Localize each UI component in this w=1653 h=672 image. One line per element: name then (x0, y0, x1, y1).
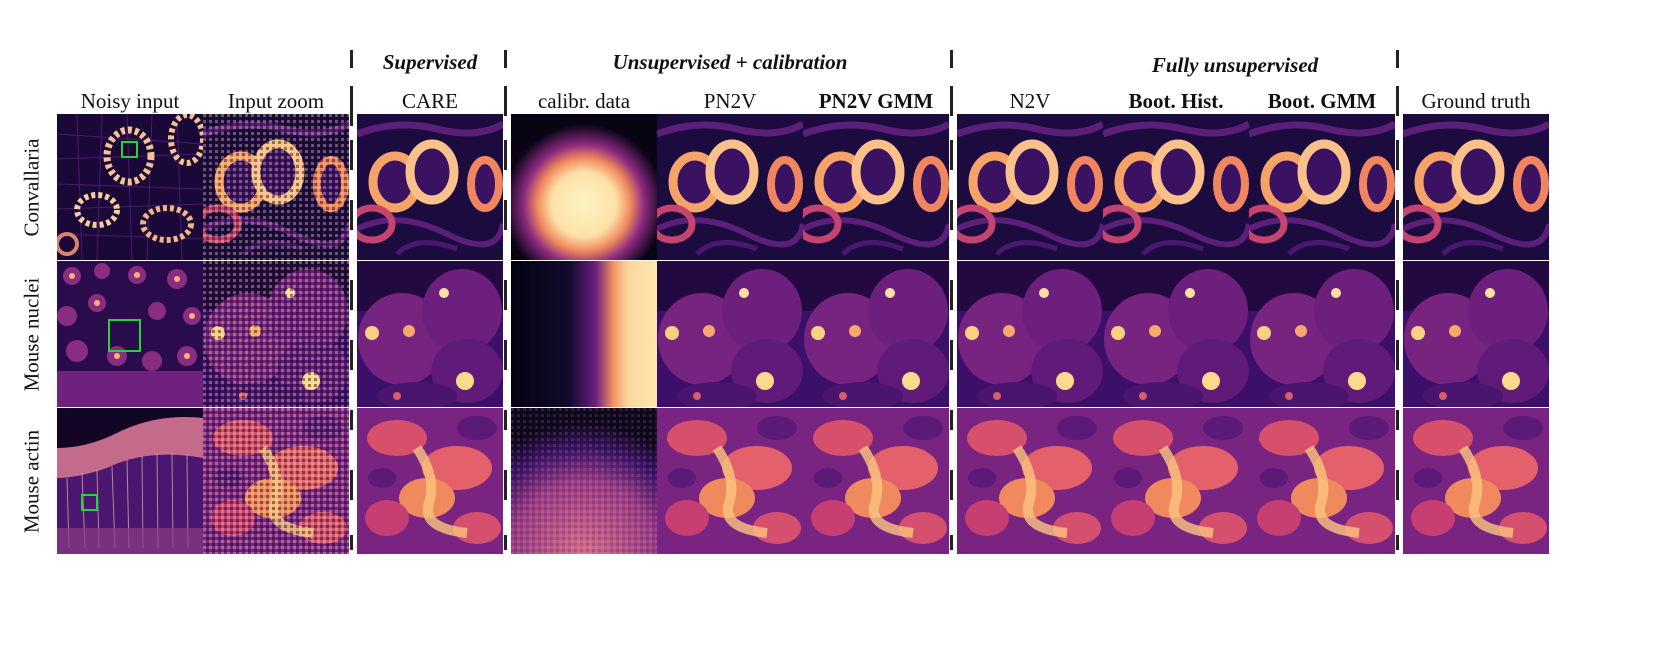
convallaria-boot-gmm-image (1249, 114, 1395, 260)
col-label-input-zoom: Input zoom (227, 89, 325, 113)
mouse-actin-boot-hist-image (1103, 408, 1249, 554)
row-label-mouse-nuclei: Mouse nuclei (19, 277, 44, 392)
col-label-pn2v: PN2V (703, 89, 757, 113)
mouse-actin-pn2v-gmm-image (803, 408, 949, 554)
col-label-n2v: N2V (1009, 89, 1051, 113)
col-label-ground-truth: Ground truth (1421, 89, 1531, 113)
convallaria-ground-truth-image (1403, 114, 1549, 260)
separator-4 (1396, 50, 1399, 550)
group-title-unsupervised-calibration: Unsupervised + calibration (612, 50, 848, 74)
convallaria-calibr-data-image (511, 114, 657, 260)
mouse-nuclei-ground-truth-image (1403, 261, 1549, 407)
convallaria-pn2v-image (657, 114, 803, 260)
mouse-nuclei-care-image (357, 261, 503, 407)
convallaria-input-zoom-image (203, 114, 349, 260)
mouse-actin-care-image (357, 408, 503, 554)
roi-box (108, 319, 141, 352)
mouse-actin-calibr-data-image (511, 408, 657, 554)
roi-box (121, 141, 138, 158)
mouse-actin-noisy-input-image (57, 408, 203, 554)
mouse-actin-ground-truth-image (1403, 408, 1549, 554)
separator-2 (504, 50, 507, 550)
col-label-calibr-data: calibr. data (537, 89, 631, 113)
col-label-boot-hist: Boot. Hist. (1128, 89, 1224, 113)
mouse-nuclei-input-zoom-image (203, 261, 349, 407)
col-label-boot-gmm: Boot. GMM (1267, 89, 1377, 113)
mouse-nuclei-n2v-image (957, 261, 1103, 407)
mouse-nuclei-noisy-input-image (57, 261, 203, 407)
col-label-noisy-input: Noisy input (80, 89, 180, 113)
convallaria-pn2v-gmm-image (803, 114, 949, 260)
convallaria-n2v-image (957, 114, 1103, 260)
row-label-convallaria: Convallaria (19, 138, 44, 237)
separator-3 (950, 50, 953, 550)
roi-box (81, 494, 98, 511)
mouse-nuclei-boot-hist-image (1103, 261, 1249, 407)
convallaria-noisy-input-image (57, 114, 203, 260)
group-title-supervised: Supervised (382, 50, 478, 74)
mouse-actin-n2v-image (957, 408, 1103, 554)
convallaria-boot-hist-image (1103, 114, 1249, 260)
mouse-nuclei-pn2v-image (657, 261, 803, 407)
group-title-fully-unsupervised: Fully unsupervised (1151, 53, 1319, 77)
separator-1 (350, 50, 353, 550)
col-label-care: CARE (401, 89, 458, 113)
mouse-nuclei-boot-gmm-image (1249, 261, 1395, 407)
mouse-actin-input-zoom-image (203, 408, 349, 554)
convallaria-care-image (357, 114, 503, 260)
mouse-nuclei-pn2v-gmm-image (803, 261, 949, 407)
mouse-actin-boot-gmm-image (1249, 408, 1395, 554)
mouse-actin-pn2v-image (657, 408, 803, 554)
row-label-mouse-actin: Mouse actin (19, 429, 44, 534)
mouse-nuclei-calibr-data-image (511, 261, 657, 407)
col-label-pn2v-gmm: PN2V GMM (818, 89, 934, 113)
